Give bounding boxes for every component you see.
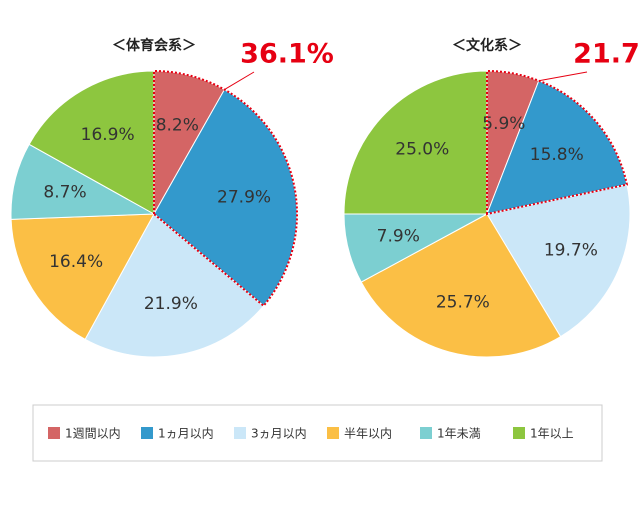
legend-swatch [234,427,246,439]
legend-label: 1週間以内 [65,427,121,441]
annotation: 36.1% [240,39,334,70]
pie-slice [486,183,631,338]
pie-slice [28,70,155,215]
legend-box [32,404,603,462]
legend-swatch [48,427,60,439]
legend-label: 1ヵ月以内 [158,427,214,441]
value-label: 8.2% [156,116,199,136]
pie-slice [10,213,155,340]
highlight-outline [486,69,629,216]
legend-swatch [327,427,339,439]
value-label: 19.7% [544,241,598,261]
annotation-leader [224,71,255,90]
chart-title: ＜文化系＞ [452,37,522,54]
value-label: 25.0% [395,139,449,159]
pie-slice [343,70,488,215]
pie-slice [360,213,562,358]
legend-label: 1年以上 [530,427,574,441]
legend-swatch [420,427,432,439]
value-label: 21.9% [144,294,198,314]
value-label: 27.9% [217,188,271,208]
value-label: 7.9% [377,226,420,246]
legend-label: 半年以内 [344,427,392,441]
annotation: 21.7% [573,39,640,70]
value-label: 5.9% [482,114,525,134]
annotation-leader [538,71,588,82]
value-label: 8.7% [43,183,86,203]
value-label: 16.4% [49,252,103,272]
value-label: 16.9% [81,125,135,145]
legend-label: 3ヵ月以内 [251,427,307,441]
legend-swatch [513,427,525,439]
pie-slice [486,80,628,215]
legend-label: 1年未満 [437,427,481,441]
value-label: 25.7% [436,292,490,312]
chart-title: ＜体育会系＞ [112,37,196,54]
value-label: 15.8% [530,145,584,165]
legend-swatch [141,427,153,439]
highlight-outline [153,69,298,308]
pie-slice [84,213,265,358]
